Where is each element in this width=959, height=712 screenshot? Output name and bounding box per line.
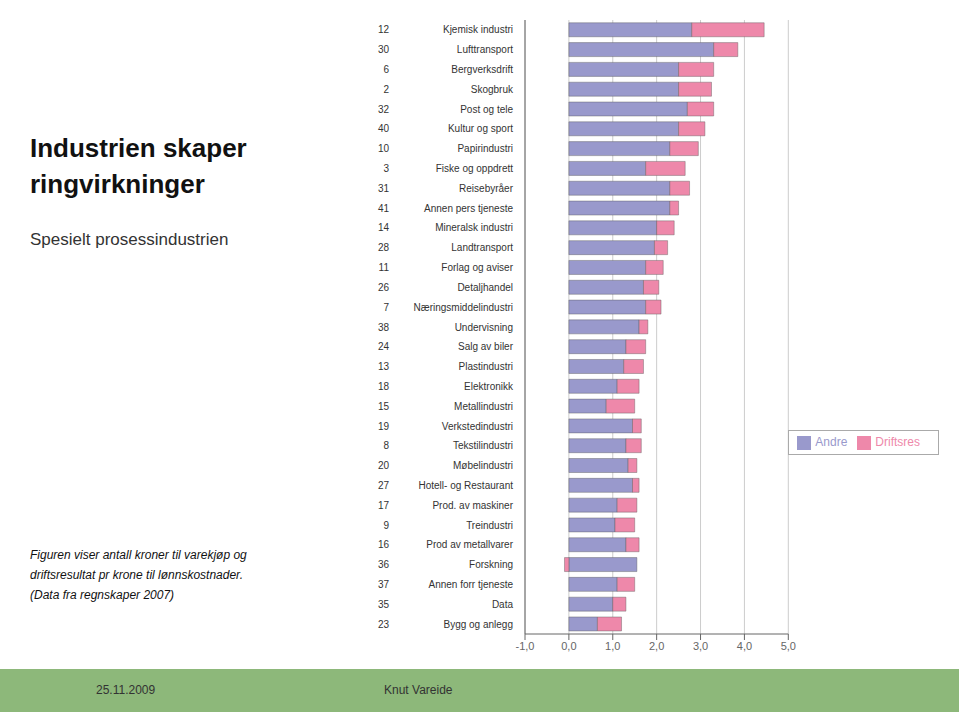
svg-text:20: 20 bbox=[378, 460, 390, 471]
svg-text:Kjemisk industri: Kjemisk industri bbox=[443, 24, 513, 35]
svg-text:Lufttransport: Lufttransport bbox=[457, 44, 513, 55]
svg-text:Undervisning: Undervisning bbox=[455, 322, 513, 333]
svg-text:Møbelindustri: Møbelindustri bbox=[453, 460, 513, 471]
svg-text:Salg av biler: Salg av biler bbox=[458, 341, 514, 352]
html-text:Driftsres: Driftsres bbox=[875, 435, 920, 449]
svg-text:Elektronikk: Elektronikk bbox=[464, 381, 514, 392]
html-text:25.11.2009: 25.11.2009 bbox=[96, 683, 156, 697]
svg-text:Annen pers tjeneste: Annen pers tjeneste bbox=[424, 203, 513, 214]
svg-text:-1,0: -1,0 bbox=[516, 640, 535, 652]
svg-text:Papirindustri: Papirindustri bbox=[457, 143, 513, 154]
svg-text:2,0: 2,0 bbox=[649, 640, 664, 652]
html-text:Industrien skaper ringvirkning: Industrien skaper ringvirkninger bbox=[30, 133, 247, 199]
svg-text:19: 19 bbox=[378, 421, 390, 432]
svg-text:5,0: 5,0 bbox=[781, 640, 796, 652]
svg-text:24: 24 bbox=[378, 341, 390, 352]
svg-text:18: 18 bbox=[378, 381, 390, 392]
svg-text:30: 30 bbox=[378, 44, 390, 55]
svg-text:27: 27 bbox=[378, 480, 390, 491]
svg-text:10: 10 bbox=[378, 143, 390, 154]
svg-text:1,0: 1,0 bbox=[605, 640, 620, 652]
html-text:(Data fra regnskaper 2007): (Data fra regnskaper 2007) bbox=[30, 588, 175, 602]
svg-text:23: 23 bbox=[378, 619, 390, 630]
svg-text:4,0: 4,0 bbox=[737, 640, 752, 652]
svg-text:Hotell- og Restaurant: Hotell- og Restaurant bbox=[419, 480, 514, 491]
svg-text:Landtransport: Landtransport bbox=[451, 242, 513, 253]
svg-text:17: 17 bbox=[378, 500, 390, 511]
html-text:Knut Vareide: Knut Vareide bbox=[384, 683, 453, 697]
svg-text:Næringsmiddelindustri: Næringsmiddelindustri bbox=[414, 302, 513, 313]
svg-text:32: 32 bbox=[378, 104, 390, 115]
svg-text:35: 35 bbox=[378, 599, 390, 610]
svg-text:31: 31 bbox=[378, 183, 390, 194]
svg-text:2: 2 bbox=[383, 84, 389, 95]
svg-text:6: 6 bbox=[383, 64, 389, 75]
svg-text:Treindustri: Treindustri bbox=[466, 520, 513, 531]
svg-text:Prod av metallvarer: Prod av metallvarer bbox=[426, 539, 513, 550]
svg-text:40: 40 bbox=[378, 123, 390, 134]
svg-text:Fiske og oppdrett: Fiske og oppdrett bbox=[436, 163, 513, 174]
svg-text:7: 7 bbox=[383, 302, 389, 313]
svg-text:0,0: 0,0 bbox=[561, 640, 576, 652]
svg-text:11: 11 bbox=[379, 262, 390, 273]
svg-text:15: 15 bbox=[378, 401, 390, 412]
svg-text:9: 9 bbox=[383, 520, 389, 531]
svg-text:Metallindustri: Metallindustri bbox=[454, 401, 513, 412]
html-text:Andre: Andre bbox=[815, 435, 848, 449]
html-text:Spesielt prosessindustrien: Spesielt prosessindustrien bbox=[30, 230, 229, 249]
svg-text:Prod. av maskiner: Prod. av maskiner bbox=[432, 500, 513, 511]
svg-text:37: 37 bbox=[378, 579, 390, 590]
svg-text:Detaljhandel: Detaljhandel bbox=[457, 282, 513, 293]
svg-text:Mineralsk industri: Mineralsk industri bbox=[435, 222, 513, 233]
svg-text:Bygg og anlegg: Bygg og anlegg bbox=[443, 619, 513, 630]
svg-text:Tekstilindustri: Tekstilindustri bbox=[453, 440, 513, 451]
svg-text:14: 14 bbox=[378, 222, 390, 233]
svg-text:26: 26 bbox=[378, 282, 390, 293]
svg-text:28: 28 bbox=[378, 242, 390, 253]
html-text:Figuren viser antall kroner ti: Figuren viser antall kroner til varekjøp… bbox=[30, 548, 247, 562]
svg-text:8: 8 bbox=[383, 440, 389, 451]
svg-text:36: 36 bbox=[378, 559, 390, 570]
svg-text:Data: Data bbox=[492, 599, 514, 610]
svg-text:Annen forr tjeneste: Annen forr tjeneste bbox=[429, 579, 514, 590]
svg-text:38: 38 bbox=[378, 322, 390, 333]
svg-text:41: 41 bbox=[378, 203, 390, 214]
svg-text:12: 12 bbox=[378, 24, 390, 35]
svg-text:Post og tele: Post og tele bbox=[460, 104, 513, 115]
svg-text:16: 16 bbox=[378, 539, 390, 550]
svg-text:Skogbruk: Skogbruk bbox=[471, 84, 514, 95]
svg-text:Forskning: Forskning bbox=[469, 559, 513, 570]
svg-text:Forlag og aviser: Forlag og aviser bbox=[441, 262, 513, 273]
svg-text:Kultur og sport: Kultur og sport bbox=[448, 123, 513, 134]
svg-text:Reisebyråer: Reisebyråer bbox=[459, 183, 514, 194]
svg-text:13: 13 bbox=[378, 361, 390, 372]
svg-text:3: 3 bbox=[383, 163, 389, 174]
svg-text:Plastindustri: Plastindustri bbox=[459, 361, 513, 372]
svg-text:Verkstedindustri: Verkstedindustri bbox=[442, 421, 513, 432]
svg-text:3,0: 3,0 bbox=[693, 640, 708, 652]
svg-text:Bergverksdrift: Bergverksdrift bbox=[451, 64, 513, 75]
html-text:driftsresultat pr krone til lø: driftsresultat pr krone til lønnskostnad… bbox=[30, 568, 243, 582]
